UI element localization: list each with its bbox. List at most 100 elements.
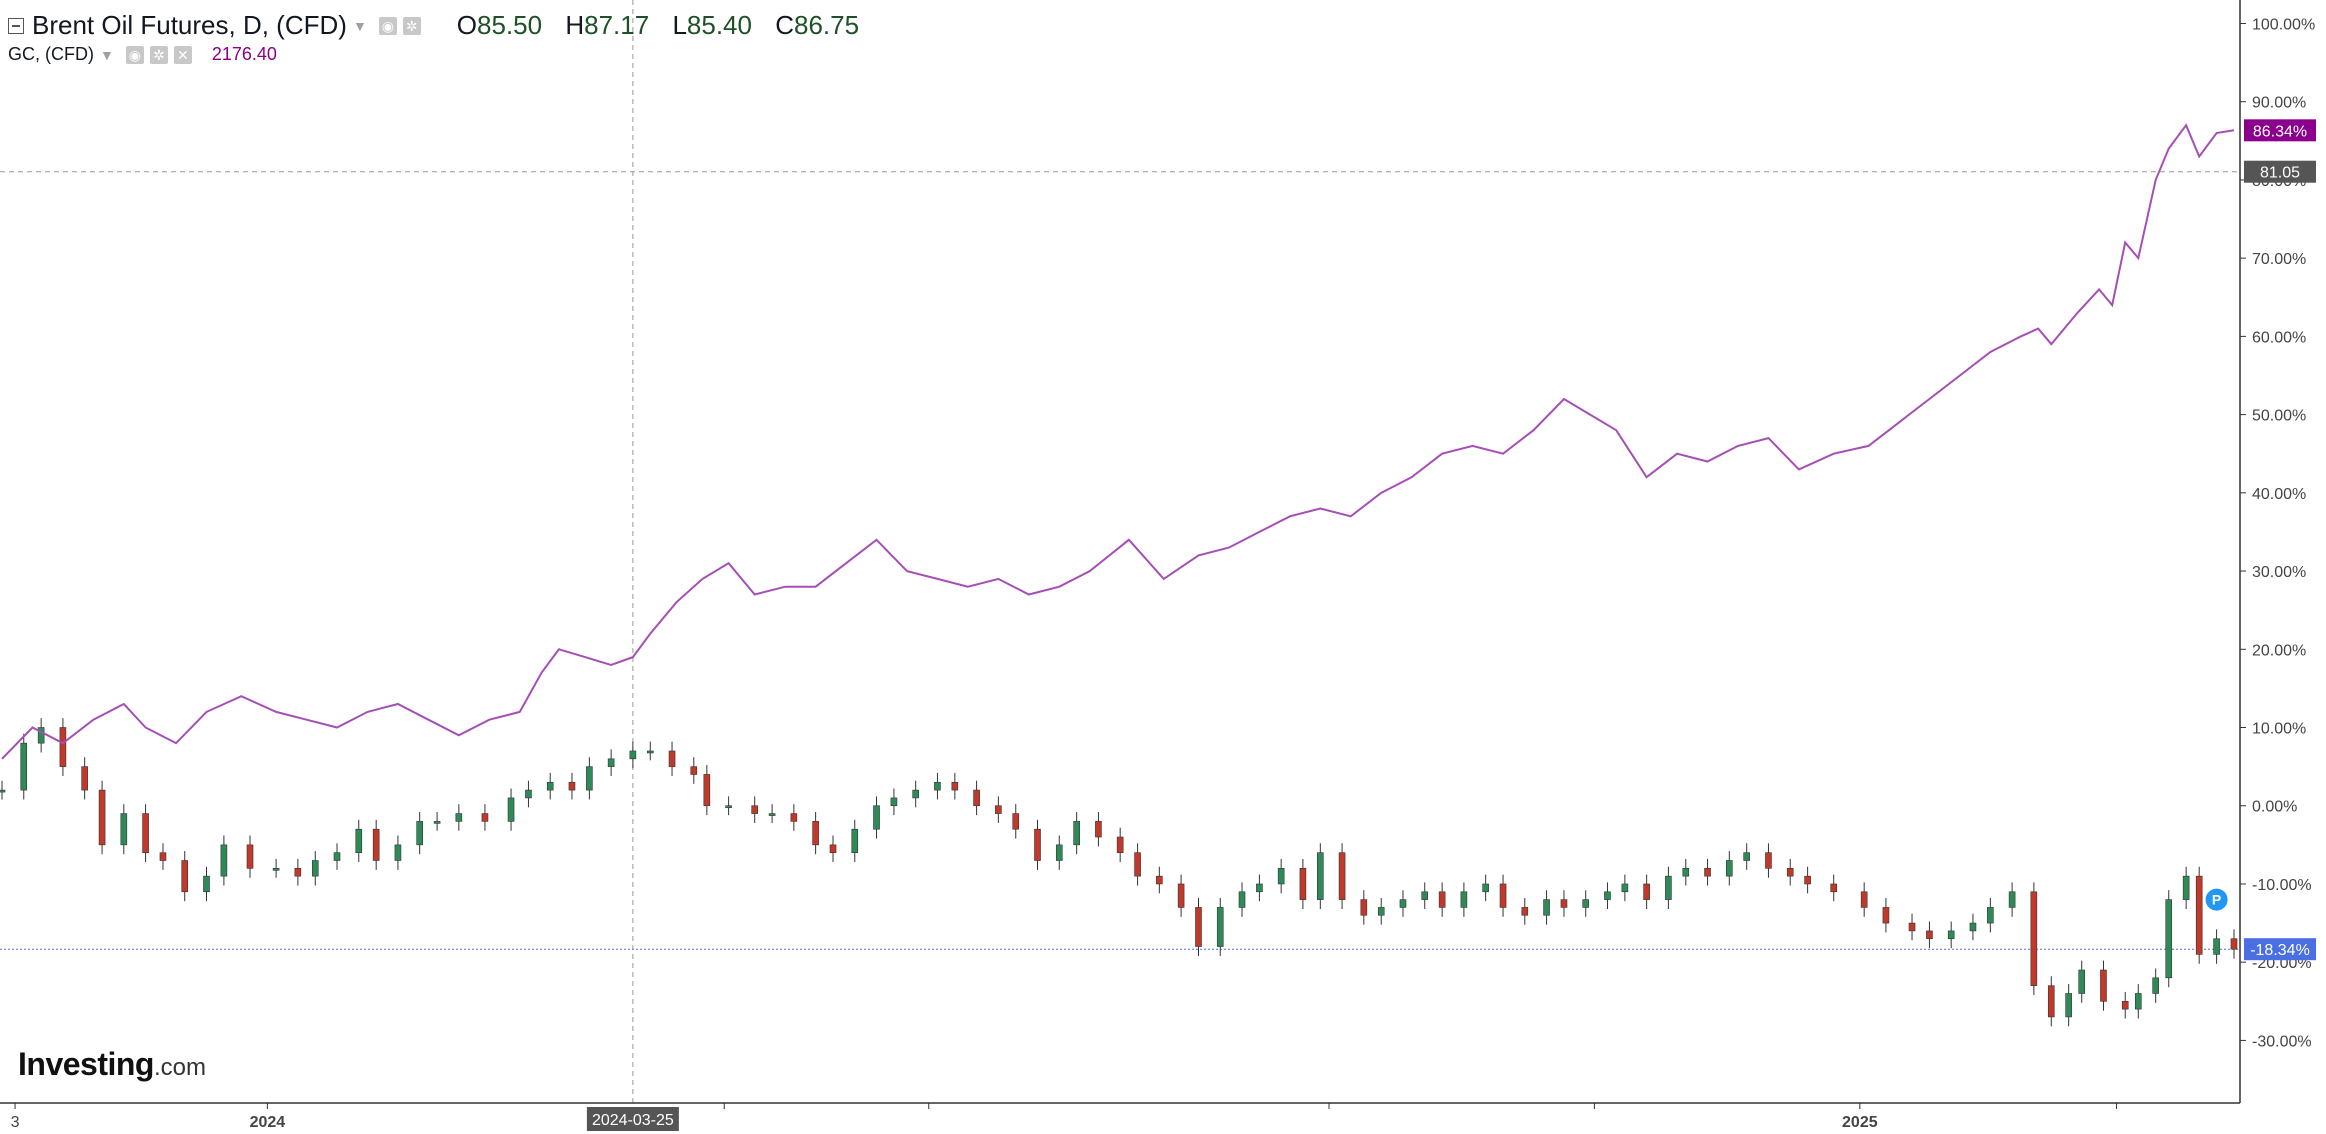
brent-candle [546,772,554,800]
brent-candle-body [98,789,106,846]
brent-candle-body [2100,969,2107,1002]
brent-candle-body [1338,852,1346,900]
brent-candle-body [2152,977,2159,994]
gold-last-badge-bg [2244,119,2316,142]
crosshair-price-badge-text: 81.05 [2260,165,2300,182]
brent-candle [59,718,67,777]
brent-candle-body [0,789,6,793]
brent-candle [2230,929,2238,959]
brent-candle [333,843,341,870]
brent-candle-body [203,875,210,893]
brent-candle-body [1604,891,1611,900]
brent-candle-body [873,805,880,830]
brent-candle [851,819,859,863]
close-label: C [775,10,794,40]
brent-candle [1987,898,1994,933]
brent-candle-body [525,789,532,799]
brent-candle-body [1521,907,1529,916]
brent-candle [751,796,759,823]
brent-candle-body [1987,907,1994,924]
collapse-icon[interactable] [8,17,24,34]
brent-candle-body [120,813,128,846]
brent-candle [1499,874,1507,917]
brent-candle-body [1012,813,1020,830]
brent-candle [507,788,515,831]
brent-candle [1438,882,1446,917]
brent-candle-body [829,844,837,853]
y-tick-label: 30.00% [2252,564,2306,581]
brent-candle-body [768,813,776,816]
brent-candle-body [246,844,254,869]
compare-symbol-title[interactable]: GC, (CFD) [8,44,94,64]
close-value: 86.75 [794,10,860,40]
brent-candle-body [2047,985,2055,1018]
ohlc-values: O85.50 H87.17 L85.40 C86.75 [441,10,859,41]
dropdown-caret-icon[interactable]: ▼ [352,17,367,34]
brent-candle [1055,835,1063,870]
brent-candle [2195,866,2203,964]
brent-candle [1360,890,1368,925]
brent-candle [586,757,593,800]
brent-candle [1195,898,1202,956]
brent-candle [2182,866,2190,909]
brent-candle-body [1621,883,1629,893]
brent-candle [1317,843,1324,909]
brent-candle [220,835,228,886]
brent-candle-body [37,727,45,744]
brent-candle-body [1438,891,1446,908]
brent-candle-body [1156,875,1163,885]
brent-candle-body [1926,930,1933,940]
main-legend: Brent Oil Futures, D, (CFD) ▼ ◉ ✲ O85.50… [8,10,859,41]
settings-icon[interactable]: ✲ [402,16,421,35]
brent-candle [812,811,819,855]
compare-eye-icon[interactable]: ◉ [125,45,144,64]
logo-suffix: .com [153,1054,206,1081]
brent-candle [1882,898,1890,933]
brent-candle-body [2121,1001,2129,1010]
brent-candle [1095,811,1102,847]
brent-candle [951,772,959,800]
brent-candle [934,772,941,800]
brent-candle-body [311,860,319,877]
brent-candle-body [416,821,423,846]
brent-candle-body [481,813,489,822]
brent-candle [890,788,898,816]
brent-candle [1560,890,1568,917]
eye-icon[interactable]: ◉ [378,16,397,35]
brent-candle-body [159,852,167,861]
brent-candle [159,843,167,870]
gold-line-path [1,123,2235,760]
gold-last-badge-text: 86.34% [2253,123,2307,140]
brent-candle [1377,898,1385,925]
brent-candle-body [1704,868,1711,877]
open-value: 85.50 [477,10,543,40]
brent-candle [2152,968,2159,1003]
brent-candle [1969,913,1977,941]
high-label: H [565,10,585,40]
brent-candle [272,858,280,878]
brent-candle-body [1216,907,1224,947]
brent-candle-body [1908,922,1916,932]
brent-candle-body [912,789,919,799]
brent-candle [455,804,463,831]
brent-candle-body [2008,891,2016,908]
main-symbol-title[interactable]: Brent Oil Futures, D, (CFD) [32,10,347,40]
brent-candle-body [59,727,67,767]
brent-candle-body [2230,938,2238,950]
brent-candle-body [586,766,593,791]
brent-candle-body [1256,883,1263,893]
brent-candle [2134,984,2142,1019]
compare-close-icon[interactable]: ✕ [173,45,192,64]
brent-candle-body [1095,821,1102,838]
x-tick-label: 3 [11,1114,20,1131]
x-axis[interactable]: 3 2024 2025 [0,1102,2240,1131]
compare-settings-icon[interactable]: ✲ [149,45,168,64]
brent-candle-body [1786,868,1794,877]
brent-candle-body [1725,860,1733,877]
crosshair-price-badge: 81.05 [2244,160,2316,183]
brent-candle [703,765,711,816]
brent-candle-body [2065,993,2072,1018]
brent-candle-body [433,821,441,824]
compare-dropdown-caret-icon[interactable]: ▼ [99,46,114,63]
